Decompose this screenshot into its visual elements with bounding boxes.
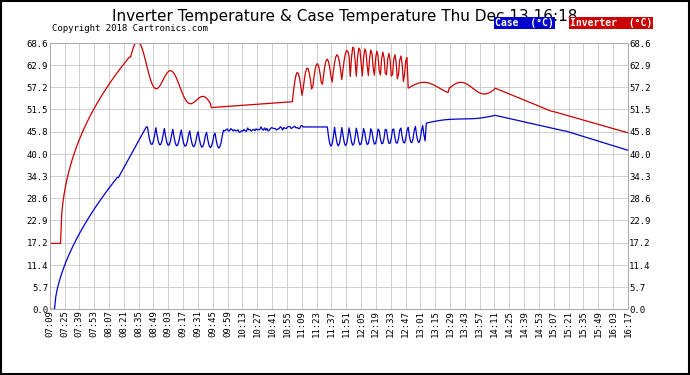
Text: Case  (°C): Case (°C) <box>495 18 554 28</box>
Text: Inverter Temperature & Case Temperature Thu Dec 13 16:18: Inverter Temperature & Case Temperature … <box>112 9 578 24</box>
Text: Inverter  (°C): Inverter (°C) <box>570 18 652 28</box>
Text: Copyright 2018 Cartronics.com: Copyright 2018 Cartronics.com <box>52 24 208 33</box>
